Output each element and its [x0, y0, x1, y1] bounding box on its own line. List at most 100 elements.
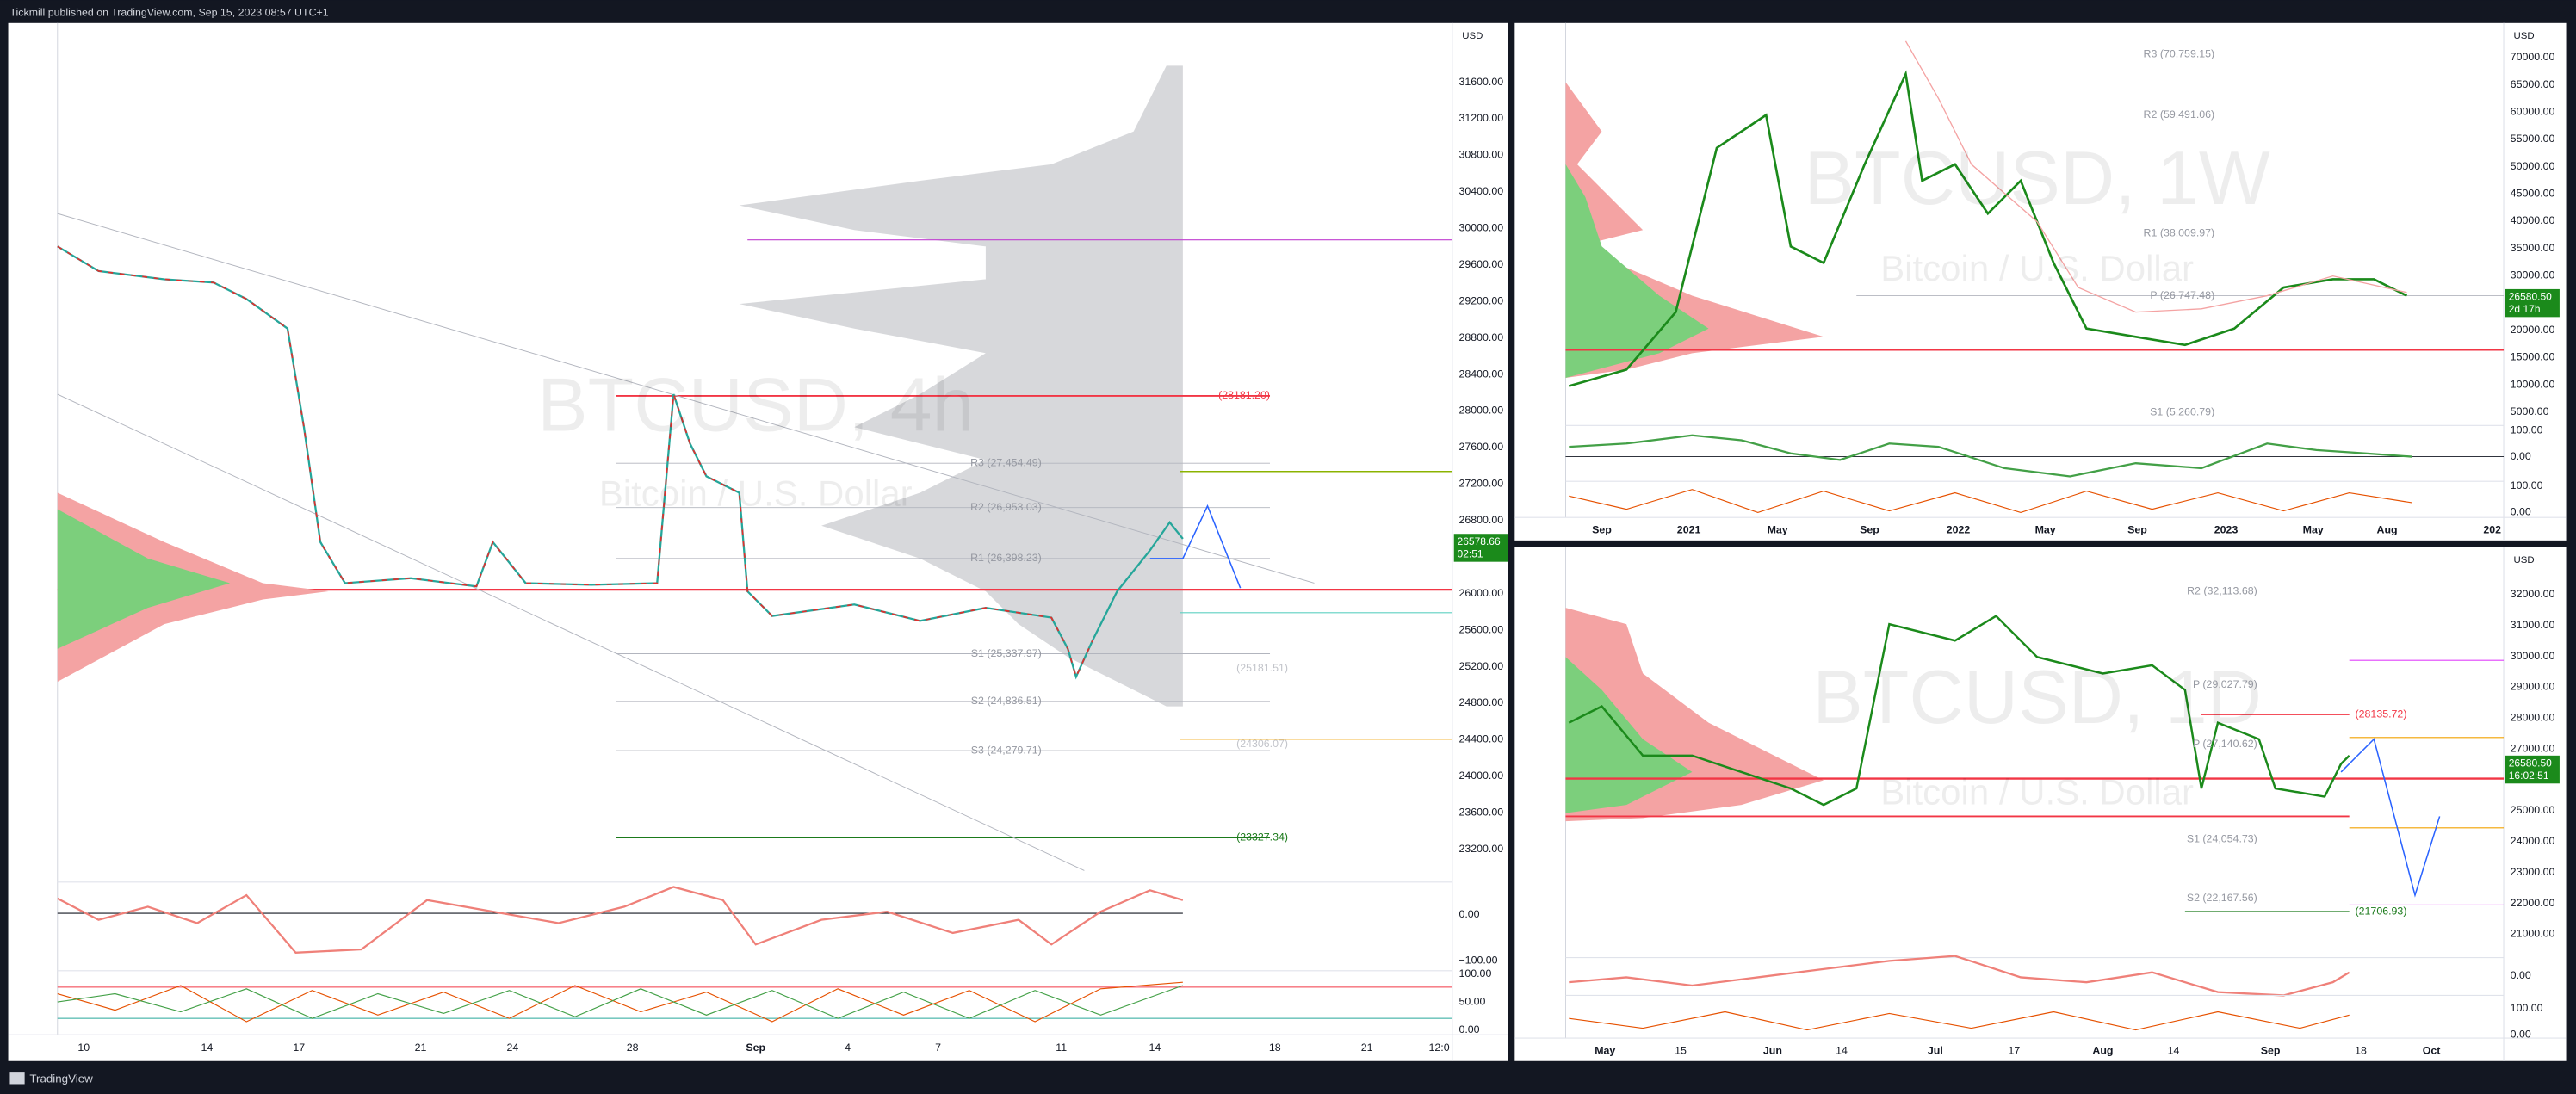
time-axis-label: 14	[2168, 1045, 2180, 1057]
price-axis-label: 5000.00	[2511, 405, 2549, 417]
last-price: 26580.50	[2509, 291, 2552, 303]
price-axis-label: 32000.00	[2511, 588, 2555, 600]
price-axis-label: 28400.00	[1458, 368, 1503, 380]
level-label: (24306.07)	[1236, 738, 1288, 750]
price-axis-label: 25200.00	[1458, 660, 1503, 672]
last-price: 26580.50	[2509, 757, 2552, 770]
level-label: S1 (25,337.97)	[971, 647, 1042, 659]
price-axis-label: 30000.00	[2511, 269, 2555, 281]
time-axis-label: Aug	[2092, 1045, 2113, 1057]
price-axis-label: 60000.00	[2511, 105, 2555, 117]
time-axis-label: 24	[506, 1041, 518, 1054]
time-axis-label: 7	[935, 1041, 941, 1054]
watermark-description: Bitcoin / U.S. Dollar	[1880, 248, 2194, 288]
indicator-axis-label: −100.00	[1458, 955, 1497, 967]
time-axis-label: Sep	[746, 1041, 765, 1054]
price-axis-label: 29000.00	[2511, 681, 2555, 693]
price-axis-label: 24000.00	[1458, 770, 1503, 782]
last-price-countdown: 2d 17h	[2509, 303, 2541, 315]
time-axis-label: 15	[1675, 1045, 1687, 1057]
price-axis-label: 24400.00	[1458, 733, 1503, 745]
time-axis-label: May	[1768, 524, 1788, 536]
time-axis-label: Oct	[2423, 1045, 2441, 1057]
time-axis-label: 17	[2009, 1045, 2021, 1057]
time-axis-label: May	[2035, 524, 2056, 536]
currency: USD	[2513, 31, 2534, 41]
footer-logo	[9, 1072, 25, 1085]
currency: USD	[2513, 555, 2534, 566]
time-axis-label: May	[1595, 1045, 1615, 1057]
price-axis-label: 23600.00	[1458, 807, 1503, 819]
level-label: R2 (59,491.06)	[2144, 108, 2215, 121]
price-axis-label: 65000.00	[2511, 78, 2555, 90]
time-axis-label: 202	[2483, 524, 2501, 536]
level-label: P (29,027.79)	[2193, 678, 2257, 690]
time-axis-label: 14	[201, 1041, 214, 1054]
time-axis-label: 14	[1149, 1041, 1161, 1054]
price-axis-label: 40000.00	[2511, 214, 2555, 226]
level-label: S1 (5,260.79)	[2150, 405, 2214, 417]
last-price-countdown: 02:51	[1458, 547, 1483, 559]
price-axis-label: 24800.00	[1458, 696, 1503, 708]
price-axis-label: 27000.00	[2511, 742, 2555, 754]
price-axis-label: 10000.00	[2511, 378, 2555, 390]
price-axis-label: 29200.00	[1458, 294, 1503, 306]
level-label: (25181.51)	[1236, 662, 1288, 674]
price-axis-label: 20000.00	[2511, 324, 2555, 336]
time-axis-label: Aug	[2377, 524, 2398, 536]
time-axis-label: Sep	[1592, 524, 1612, 536]
time-axis-label: 2021	[1677, 524, 1701, 536]
price-axis-label: 28000.00	[1458, 405, 1503, 417]
price-axis-label: 55000.00	[2511, 133, 2555, 145]
time-axis-label: 17	[293, 1041, 305, 1054]
level-label: (28181.20)	[1218, 389, 1270, 401]
watermark-symbol: BTCUSD, 1W	[1804, 136, 2269, 220]
watermark-symbol: BTCUSD, 4h	[537, 362, 974, 447]
time-axis-label: 14	[1836, 1045, 1848, 1057]
level-label: (21706.93)	[2356, 905, 2407, 917]
level-label: R3 (27,454.49)	[970, 456, 1042, 468]
time-axis-label: 21	[1361, 1041, 1373, 1054]
level-label: R3 (70,759.15)	[2144, 47, 2215, 59]
time-axis-label: 28	[627, 1041, 639, 1054]
level-label: (23327.34)	[1236, 831, 1288, 844]
price-axis-label: 26000.00	[1458, 587, 1503, 599]
last-price-box	[1453, 534, 1508, 562]
level-label: R2 (26,953.03)	[970, 501, 1042, 513]
currency: USD	[1462, 31, 1483, 41]
last-price: 26578.66	[1458, 535, 1501, 547]
price-axis-label: 30400.00	[1458, 185, 1503, 197]
level-label: R1 (38,009.97)	[2144, 226, 2215, 238]
time-axis-label: 10	[77, 1041, 90, 1054]
price-axis-label: 21000.00	[2511, 928, 2555, 940]
price-axis-label: 15000.00	[2511, 351, 2555, 363]
indicator-axis-label: 100.00	[1458, 967, 1491, 980]
price-axis-label: 28000.00	[2511, 712, 2555, 724]
price-axis-label: 29600.00	[1458, 258, 1503, 270]
price-axis-label: 31600.00	[1458, 76, 1503, 88]
time-axis-label: Sep	[2127, 524, 2147, 536]
watermark-symbol: BTCUSD, 1D	[1812, 655, 2262, 739]
panel-1d-drawing	[1514, 547, 2567, 1061]
price-axis-label: 30800.00	[1458, 149, 1503, 161]
price-axis-label: 23000.00	[2511, 866, 2555, 878]
price-axis-label: 30000.00	[2511, 650, 2555, 662]
footer-brand: TradingView	[29, 1072, 93, 1085]
watermark-description: Bitcoin / U.S. Dollar	[1880, 772, 2194, 813]
time-axis-label: May	[2303, 524, 2324, 536]
time-axis-label: 12:0	[1428, 1041, 1449, 1054]
indicator-axis-label: 0.00	[2511, 969, 2531, 981]
price-axis-label: 45000.00	[2511, 188, 2555, 200]
time-axis-label: 11	[1056, 1041, 1067, 1054]
time-axis-label: 4	[845, 1041, 851, 1054]
price-axis-label: 27200.00	[1458, 478, 1503, 490]
indicator-axis-label: 100.00	[2511, 1002, 2543, 1014]
time-axis-label: 2023	[2214, 524, 2239, 536]
price-axis-label: 27600.00	[1458, 441, 1503, 453]
last-price-box	[2505, 288, 2560, 318]
time-axis-label: Sep	[1860, 524, 1879, 536]
price-axis-label: 31000.00	[2511, 619, 2555, 631]
level-label: S2 (24,836.51)	[971, 695, 1042, 707]
last-price-box	[2505, 755, 2560, 784]
